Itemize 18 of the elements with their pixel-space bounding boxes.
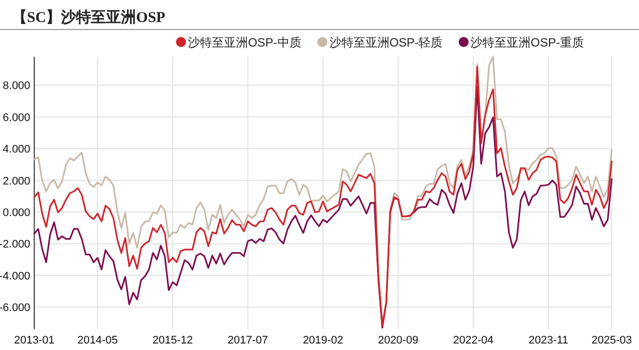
x-tick-label: 2022-04 xyxy=(453,334,494,346)
y-tick-label: 0.000 xyxy=(2,207,30,220)
x-tick-label: 2023-11 xyxy=(528,334,568,346)
x-tick-label: 2017-07 xyxy=(228,334,268,346)
x-tick-label: 2025-03 xyxy=(592,334,632,346)
x-tick-label: 2020-09 xyxy=(378,334,418,346)
y-tick-label: 2.000 xyxy=(2,175,30,188)
y-tick-label: 6.000 xyxy=(2,112,30,124)
legend-label: 沙特至亚洲OSP-重质 xyxy=(470,36,584,50)
x-tick-label: 2014-05 xyxy=(77,334,118,346)
x-tick-label: 2013-01 xyxy=(14,334,54,346)
x-tick-label: 2019-02 xyxy=(302,334,344,346)
chart-title: 【SC】沙特至亚洲OSP xyxy=(12,9,166,26)
legend-label: 沙特至亚洲OSP-中质 xyxy=(188,36,302,50)
x-tick-label: 2015-12 xyxy=(152,334,193,346)
y-tick-label: 8.000 xyxy=(2,80,30,92)
y-tick-label: 4.000 xyxy=(2,144,30,156)
legend-label: 沙特至亚洲OSP-轻质 xyxy=(329,36,443,50)
